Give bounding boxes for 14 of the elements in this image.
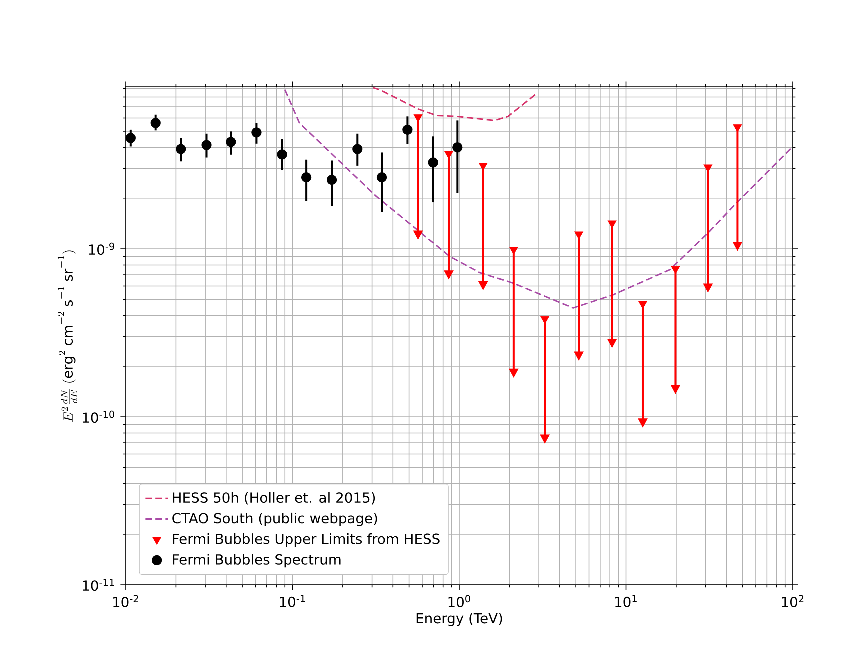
x-tick-label: 10$^{-1}$	[280, 595, 306, 608]
x-tick-label: 10$^{1}$	[616, 595, 637, 608]
y-tick-label: 10$^{-10}$	[83, 410, 114, 424]
y-tick-label: 10$^{-9}$	[89, 242, 114, 256]
legend-label: HESS 50h (Holler et. al 2015)	[173, 492, 376, 505]
x-tick-label: 10$^{-2}$	[114, 595, 138, 608]
x-axis-title: Energy (TeV)	[416, 613, 502, 626]
legend-label: CTAO South (public webpage)	[172, 512, 378, 526]
y-tick-label: 10$^{-11}$	[83, 578, 114, 592]
x-tick-label: 10$^{2}$	[782, 595, 804, 608]
legend-label: Fermi Bubbles Upper Limits from HESS	[173, 534, 440, 547]
y-axis-title: $E^{2}\frac{dN}{dE}\;(\mathrm{erg}^{2}\;\mathrm{cm}^{-2}\;\mathrm{s}^{-1}\;\mathrm{sr}^{-1})$	[58, 250, 78, 422]
legend-label: Fermi Bubbles Spectrum	[173, 554, 341, 568]
x-tick-label: 10$^{0}$	[448, 595, 470, 608]
